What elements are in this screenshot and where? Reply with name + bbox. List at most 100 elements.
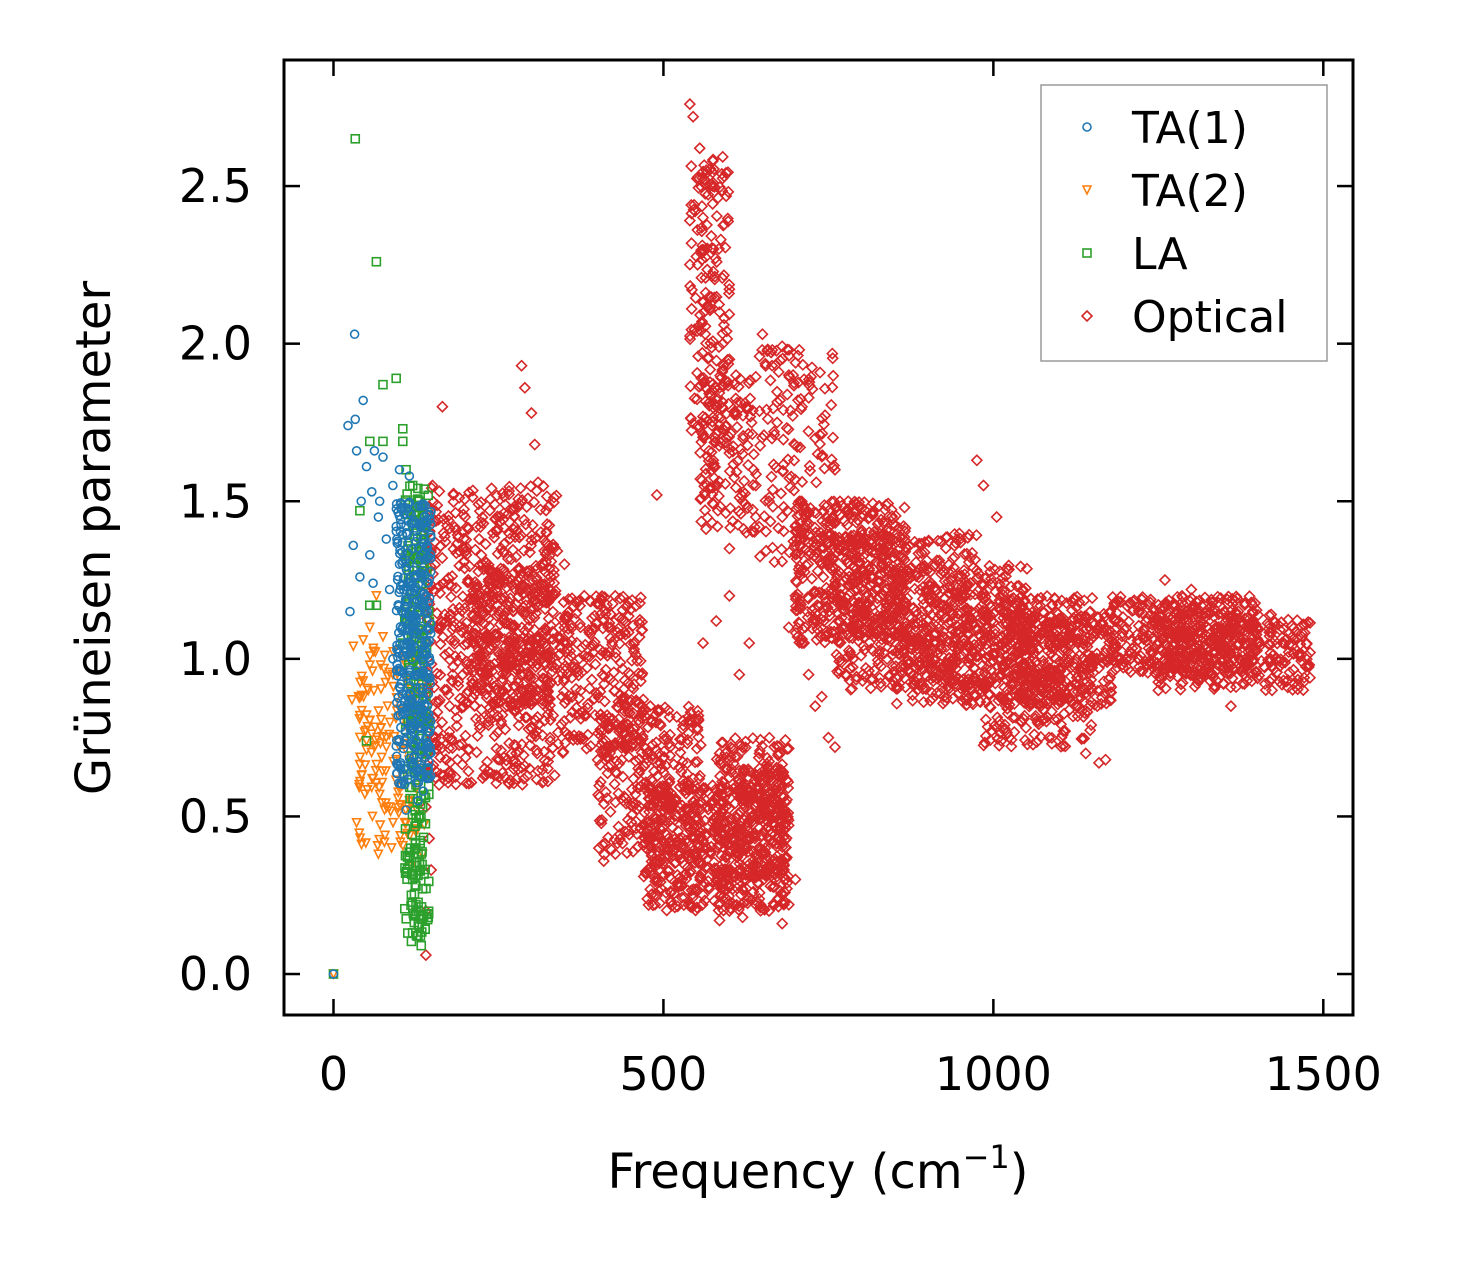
optical-point [616,837,629,850]
optical-point [988,671,1002,684]
optical-point [752,787,766,801]
optical-point [1021,685,1034,699]
optical-point [692,731,705,744]
optical-point [504,617,517,630]
optical-point [517,513,531,526]
optical-point [630,827,644,841]
optical-point [507,604,520,618]
optical-point [460,541,473,554]
optical-point [507,566,521,579]
optical-point [1199,610,1212,623]
optical-point [536,776,549,789]
optical-point [699,829,713,842]
optical-point [570,636,583,649]
optical-point [543,519,556,532]
optical-point [429,695,443,708]
optical-point [663,728,677,741]
optical-point [604,631,617,645]
optical-point [1004,580,1018,593]
optical-point [925,608,938,622]
optical-point [649,716,663,729]
optical-point [1159,682,1172,695]
optical-point [599,663,612,676]
optical-point [962,640,976,653]
optical-point [931,534,945,547]
optical-point [892,521,905,534]
optical-point [611,718,624,731]
optical-point [495,542,508,555]
optical-point [1001,702,1014,715]
optical-point [883,669,896,682]
optical-point [433,485,446,498]
optical-point [1031,714,1044,727]
optical-point [846,632,859,645]
optical-point [522,722,535,736]
optical-point [466,672,479,686]
optical-point [772,747,785,761]
optical-point [1140,634,1153,648]
optical-point [1067,698,1080,711]
optical-point [864,552,877,565]
optical-point [882,560,895,573]
optical-point [810,633,823,646]
optical-point [498,616,511,630]
optical-point [1095,691,1109,704]
optical-point [1019,721,1033,735]
optical-point [473,532,486,546]
optical-point [597,854,610,868]
optical-point [638,832,651,845]
optical-point [541,685,555,698]
optical-point [1037,666,1050,679]
optical-point [1070,652,1083,665]
optical-point [888,629,901,642]
optical-point [1085,718,1098,732]
optical-point [597,677,611,691]
optical-point [681,767,694,781]
optical-point [936,697,950,710]
optical-point [612,820,625,833]
optical-point [711,898,725,911]
optical-point [1017,687,1030,700]
optical-point [545,555,558,568]
optical-point [494,715,508,728]
optical-point [781,781,795,795]
optical-point [496,672,509,685]
optical-point [1043,639,1056,652]
optical-point [1086,627,1100,640]
optical-point [863,534,877,548]
optical-point [834,598,847,611]
optical-point [1095,650,1108,664]
optical-point [429,515,442,528]
optical-point [594,745,607,758]
optical-point [958,547,971,561]
optical-point [710,867,724,880]
optical-point [593,814,606,827]
optical-point [633,752,646,766]
optical-point [930,584,943,597]
optical-point [797,636,811,650]
optical-point [979,713,993,726]
optical-point [669,856,683,869]
optical-point [1139,615,1153,628]
optical-point [519,660,533,673]
optical-point [979,590,992,603]
optical-point [742,804,755,817]
optical-point [1131,634,1144,647]
optical-point [723,837,737,851]
optical-point [905,612,918,625]
optical-point [733,857,746,870]
optical-point [1124,665,1137,679]
optical-point [458,562,471,575]
optical-point [948,527,961,541]
optical-point [970,529,983,542]
optical-point [476,605,490,618]
optical-point [558,696,572,710]
optical-point [528,623,541,636]
optical-point [483,642,496,655]
optical-point [1136,599,1149,613]
optical-point [877,528,890,541]
optical-point [1045,629,1059,642]
optical-point [526,518,539,532]
optical-point [607,717,621,731]
optical-point [682,784,695,797]
